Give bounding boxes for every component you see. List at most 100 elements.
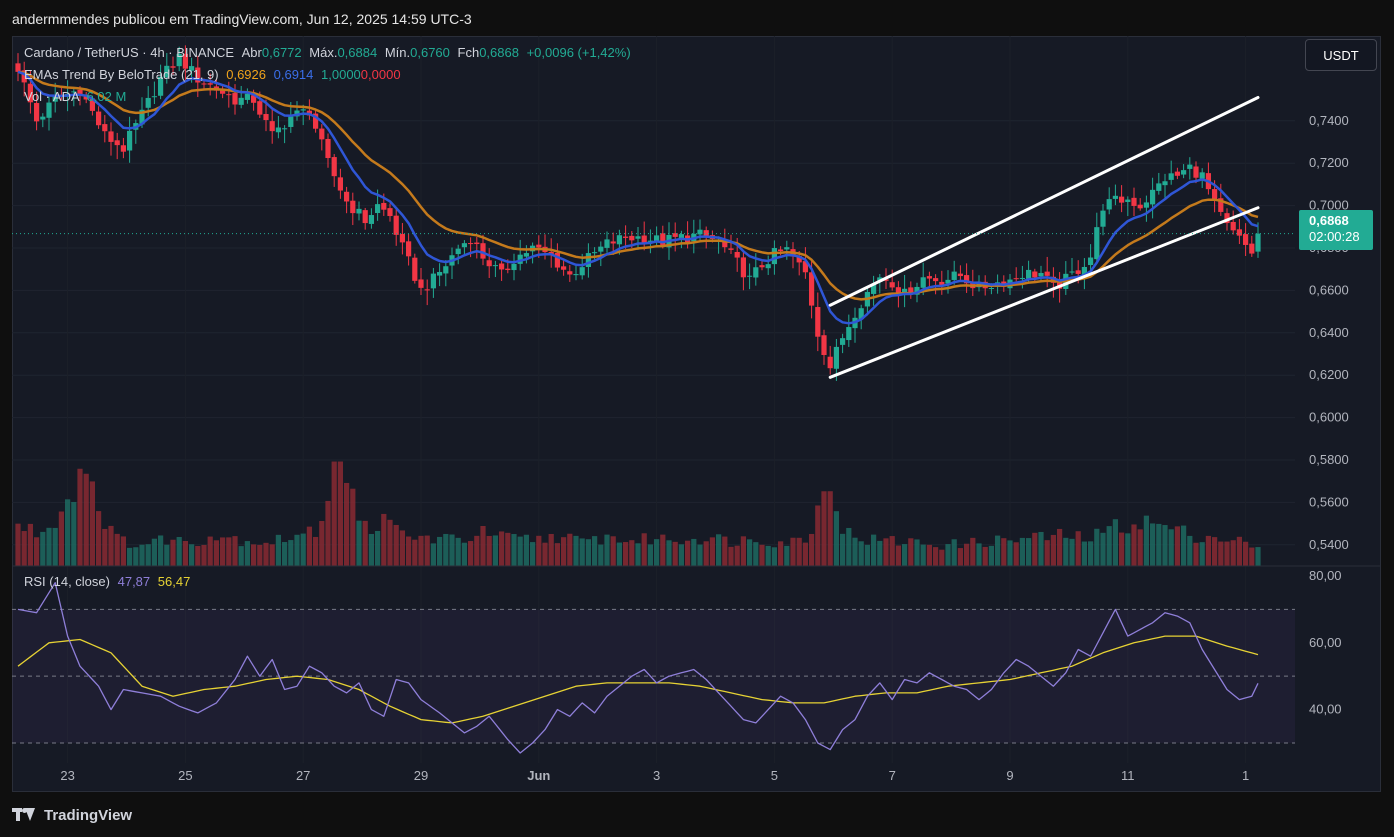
volume-bar xyxy=(102,528,108,566)
volume-bar xyxy=(747,539,753,566)
candle-body xyxy=(1255,233,1261,252)
candle-body xyxy=(809,272,815,306)
volume-bar xyxy=(1081,541,1087,566)
candle-body xyxy=(27,83,33,103)
volume-bar xyxy=(678,544,684,566)
volume-bar xyxy=(455,537,461,566)
volume-bar xyxy=(46,527,52,566)
candle-body xyxy=(610,241,616,244)
volume-bar xyxy=(1243,541,1249,566)
ema-indicator-title[interactable]: EMAs Trend By BeloTrade (21, 9) xyxy=(24,67,219,82)
candle-body xyxy=(1044,271,1050,276)
volume-bar xyxy=(703,541,709,566)
candle-body xyxy=(1075,270,1081,274)
volume-bar xyxy=(430,543,436,566)
volume-bar xyxy=(381,513,387,566)
volume-bar xyxy=(771,547,777,566)
candle-body xyxy=(282,128,288,130)
rsi-title[interactable]: RSI (14, close) xyxy=(24,574,110,589)
chart-canvas[interactable]: 0,74000,72000,70000,68000,66000,64000,62… xyxy=(12,36,1381,792)
volume-bar xyxy=(871,534,877,566)
ema9-value: 0,6914 xyxy=(273,67,314,82)
time-tick-label: 7 xyxy=(889,768,896,783)
volume-bar xyxy=(220,537,226,566)
volume-title[interactable]: Vol · ADA xyxy=(24,89,79,104)
legend-volume-row: Vol · ADA 6,02 M xyxy=(24,89,126,104)
candle-body xyxy=(226,94,232,96)
volume-bar xyxy=(34,537,40,566)
legend-ema-row: EMAs Trend By BeloTrade (21, 9) 0,6926 0… xyxy=(24,67,401,82)
price-tick-label: 0,6000 xyxy=(1309,410,1349,425)
currency-button[interactable]: USDT xyxy=(1305,39,1377,71)
candle-body xyxy=(964,275,970,284)
candle-body xyxy=(1106,199,1112,210)
volume-bar xyxy=(418,535,424,566)
candle-body xyxy=(139,109,145,125)
volume-bar xyxy=(1212,537,1218,566)
volume-bar xyxy=(1063,537,1069,566)
candle-body xyxy=(759,265,765,268)
volume-bar xyxy=(635,543,641,566)
candle-body xyxy=(784,247,790,250)
candle-body xyxy=(920,277,926,288)
volume-bar xyxy=(375,530,381,566)
volume-bar xyxy=(52,527,58,566)
time-tick-label: 23 xyxy=(60,768,74,783)
candle-body xyxy=(623,236,629,238)
candle-body xyxy=(567,271,573,275)
symbol-name[interactable]: Cardano / TetherUS · 4h · BINANCE xyxy=(24,45,235,60)
volume-bar xyxy=(499,531,505,566)
ema-extra-value-1: 1,0000 xyxy=(321,67,361,82)
candle-body xyxy=(846,327,852,341)
volume-bar xyxy=(244,541,250,566)
volume-bar xyxy=(282,542,288,566)
volume-bar xyxy=(920,544,926,566)
volume-bar xyxy=(951,539,957,566)
candle-body xyxy=(337,177,343,191)
volume-bar xyxy=(784,545,790,566)
volume-bar xyxy=(685,540,691,566)
volume-bar xyxy=(145,544,151,566)
volume-bar xyxy=(511,534,517,566)
candle-body xyxy=(635,236,641,239)
volume-bar xyxy=(83,473,89,566)
volume-bar xyxy=(926,544,932,566)
volume-bar xyxy=(536,535,542,566)
price-tick-label: 0,6600 xyxy=(1309,282,1349,297)
volume-bar xyxy=(1044,540,1050,566)
footer-brand-label: TradingView xyxy=(44,806,133,824)
volume-bar xyxy=(139,544,145,566)
volume-bar xyxy=(939,549,945,566)
candle-body xyxy=(182,53,188,69)
candle-body xyxy=(840,338,846,345)
volume-bar xyxy=(1187,535,1193,566)
time-tick-label: 5 xyxy=(771,768,778,783)
candle-body xyxy=(629,235,635,241)
candle-body xyxy=(158,76,164,96)
candle-body xyxy=(926,276,932,279)
volume-bar xyxy=(585,539,591,566)
candle-body xyxy=(554,252,560,268)
candle-body xyxy=(1088,257,1094,266)
volume-bar xyxy=(1050,534,1056,566)
volume-bar xyxy=(1069,538,1075,566)
volume-bar xyxy=(412,539,418,566)
candle-body xyxy=(170,66,176,68)
candle-body xyxy=(195,67,201,83)
candle-body xyxy=(1069,271,1075,273)
candle-body xyxy=(300,109,306,111)
volume-bar xyxy=(189,544,195,566)
footer-brand[interactable]: TradingView xyxy=(12,806,132,824)
volume-bar xyxy=(1174,526,1180,566)
candle-body xyxy=(1125,199,1131,202)
price-tick-label: 0,6200 xyxy=(1309,367,1349,382)
volume-bar xyxy=(846,527,852,566)
volume-bar xyxy=(1150,523,1156,566)
volume-bar xyxy=(226,537,232,566)
candle-body xyxy=(412,257,418,281)
time-tick-label: Jun xyxy=(527,768,550,783)
volume-bar xyxy=(251,544,257,566)
volume-bar xyxy=(1038,531,1044,566)
candle-body xyxy=(889,282,895,288)
volume-bar xyxy=(393,524,399,566)
